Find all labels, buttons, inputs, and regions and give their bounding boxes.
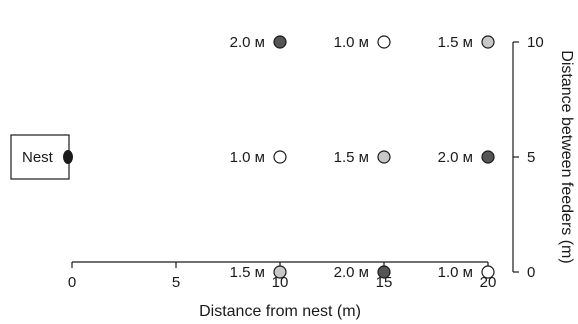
nest-group: Nest <box>10 134 73 180</box>
feeder-point <box>377 150 391 164</box>
y-tick-label: 0 <box>527 264 535 281</box>
nest-label: Nest <box>22 149 54 166</box>
nest-entrance-marker <box>63 150 73 164</box>
x-tick-label: 10 <box>272 274 289 291</box>
feeder-label: 1.5 м <box>334 149 369 166</box>
feeder-label: 2.0 м <box>438 149 473 166</box>
feeder-point <box>273 150 287 164</box>
feeder-label: 2.0 м <box>230 34 265 51</box>
feeder-point <box>273 265 287 279</box>
feeder-label: 1.0 м <box>438 264 473 281</box>
feeder-label: 1.5 м <box>438 34 473 51</box>
x-tick-label: 0 <box>68 274 76 291</box>
x-tick-label: 5 <box>172 274 180 291</box>
feeder-point <box>481 35 495 49</box>
y-axis-label: Distance between feeders (m) <box>558 50 575 263</box>
feeder-point <box>377 35 391 49</box>
feeder-label: 1.0 м <box>334 34 369 51</box>
x-tick-label: 20 <box>480 274 497 291</box>
feeder-point <box>273 35 287 49</box>
axes: 0 5 10 15 20 0 5 10 <box>68 34 544 291</box>
y-tick-label: 10 <box>527 34 544 51</box>
feeder-point <box>481 150 495 164</box>
feeder-label: 1.5 м <box>230 264 265 281</box>
feeder-point <box>377 265 391 279</box>
y-tick-label: 5 <box>527 149 535 166</box>
feeder-point <box>481 265 495 279</box>
x-tick-label: 15 <box>376 274 393 291</box>
x-axis-label: Distance from nest (m) <box>199 303 361 320</box>
feeder-points: 2.0 м 1.0 м 1.5 м 1.0 м 1.5 м 2.0 м 1.5 м 2.0 м… <box>230 34 495 281</box>
feeder-label: 2.0 м <box>334 264 369 281</box>
feeder-label: 1.0 м <box>230 149 265 166</box>
